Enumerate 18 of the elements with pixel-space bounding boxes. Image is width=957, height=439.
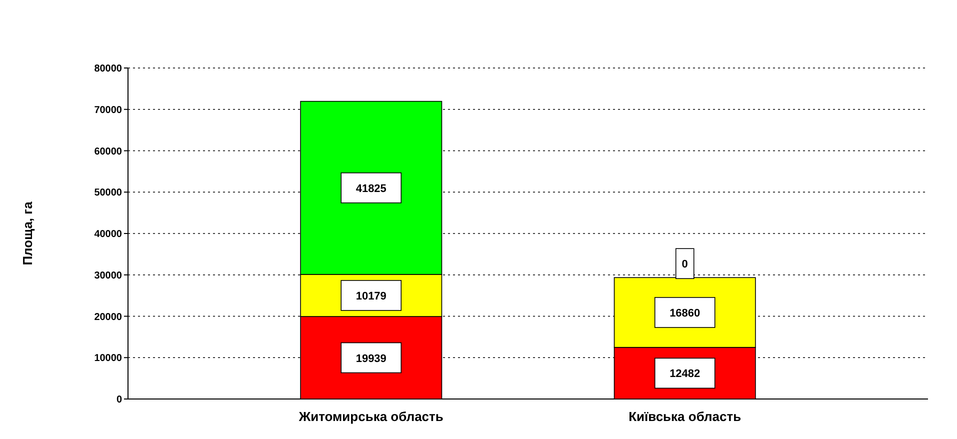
data-label: 12482 [670, 368, 700, 380]
data-label: 10179 [356, 290, 386, 302]
y-tick-label: 30000 [94, 270, 122, 282]
y-tick-label: 0 [116, 394, 122, 406]
x-tick-label: Київська область [628, 409, 742, 424]
y-tick-label: 80000 [94, 64, 122, 74]
x-tick-label: Житомирська область [298, 409, 444, 424]
y-tick-label: 10000 [94, 353, 122, 364]
data-label: 16860 [670, 307, 700, 320]
y-tick-label: 20000 [94, 312, 122, 323]
y-tick-label: 70000 [94, 104, 122, 116]
data-label: 19939 [356, 352, 386, 365]
y-axis-title: Площа, га [20, 200, 35, 266]
y-tick-label: 40000 [94, 229, 122, 240]
data-label: 41825 [356, 182, 386, 195]
y-tick-label: 50000 [94, 188, 122, 199]
data-label: 0 [682, 258, 688, 271]
y-tick-label: 60000 [94, 146, 122, 158]
